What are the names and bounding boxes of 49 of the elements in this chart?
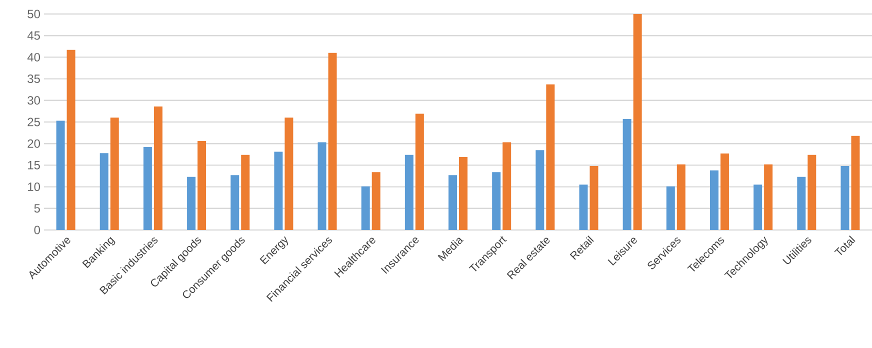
bar	[720, 154, 729, 230]
bar	[284, 118, 294, 230]
y-tick-label: 10	[28, 182, 40, 192]
y-tick-label: 50	[28, 10, 40, 18]
bar	[590, 166, 598, 230]
bar	[459, 156, 468, 230]
bar	[241, 154, 250, 230]
bar	[361, 186, 370, 230]
bar	[274, 152, 283, 230]
bar	[546, 84, 555, 230]
bar	[808, 154, 816, 230]
bar	[415, 114, 424, 230]
bar	[710, 170, 718, 230]
bar	[579, 184, 588, 230]
y-tick-label: 45	[27, 31, 40, 40]
bar	[372, 172, 380, 230]
bar	[633, 14, 642, 230]
bar	[676, 164, 686, 230]
bar	[110, 118, 119, 230]
bar	[56, 120, 65, 230]
bar	[851, 136, 860, 230]
bar	[230, 175, 240, 230]
bar	[198, 141, 206, 230]
bar	[100, 153, 108, 230]
bar	[754, 184, 762, 230]
bar	[764, 164, 773, 230]
bar	[143, 147, 152, 230]
y-tick-label: 30	[28, 96, 40, 105]
bar	[797, 176, 806, 230]
y-tick-label: 40	[27, 52, 40, 62]
bar	[66, 50, 76, 230]
y-tick-label: 25	[28, 118, 40, 126]
bar	[318, 142, 326, 230]
bar	[404, 154, 414, 230]
bar	[840, 166, 850, 230]
y-tick-label: 20	[28, 139, 40, 148]
bar	[492, 172, 501, 230]
bar	[154, 106, 162, 230]
bar	[666, 186, 675, 230]
bar	[536, 150, 544, 230]
y-tick-label: 35	[28, 74, 40, 84]
y-tick-label: 5	[34, 204, 40, 213]
bar	[448, 175, 458, 230]
bar	[187, 176, 196, 230]
bar	[502, 142, 512, 230]
bar	[622, 118, 632, 230]
y-tick-label: 15	[28, 161, 40, 170]
y-tick-label: 0	[34, 226, 40, 234]
bar	[328, 52, 337, 230]
